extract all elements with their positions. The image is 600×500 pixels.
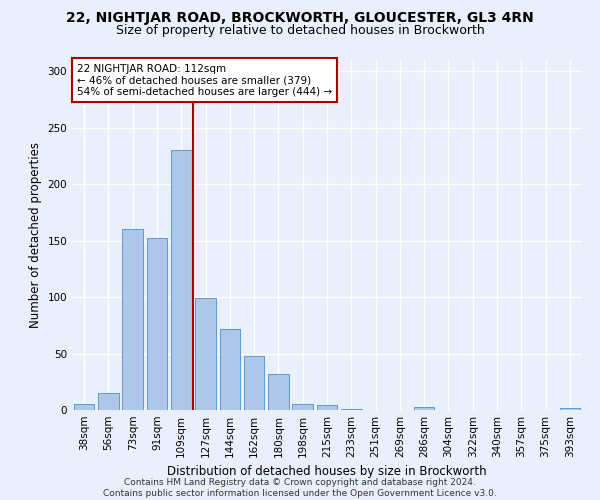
Text: 22, NIGHTJAR ROAD, BROCKWORTH, GLOUCESTER, GL3 4RN: 22, NIGHTJAR ROAD, BROCKWORTH, GLOUCESTE…: [66, 11, 534, 25]
Bar: [74, 404, 94, 410]
Bar: [98, 393, 119, 410]
Text: Contains HM Land Registry data © Crown copyright and database right 2024.
Contai: Contains HM Land Registry data © Crown c…: [103, 478, 497, 498]
Bar: [122, 230, 143, 410]
Bar: [171, 150, 191, 410]
Text: 22 NIGHTJAR ROAD: 112sqm
← 46% of detached houses are smaller (379)
54% of semi-: 22 NIGHTJAR ROAD: 112sqm ← 46% of detach…: [77, 64, 332, 96]
Bar: [341, 409, 362, 410]
Bar: [414, 406, 434, 410]
Y-axis label: Number of detached properties: Number of detached properties: [29, 142, 42, 328]
Bar: [317, 406, 337, 410]
Bar: [292, 404, 313, 410]
Text: Size of property relative to detached houses in Brockworth: Size of property relative to detached ho…: [116, 24, 484, 37]
Bar: [268, 374, 289, 410]
Bar: [220, 328, 240, 410]
Bar: [195, 298, 216, 410]
Bar: [560, 408, 580, 410]
Bar: [244, 356, 265, 410]
Bar: [146, 238, 167, 410]
X-axis label: Distribution of detached houses by size in Brockworth: Distribution of detached houses by size …: [167, 466, 487, 478]
